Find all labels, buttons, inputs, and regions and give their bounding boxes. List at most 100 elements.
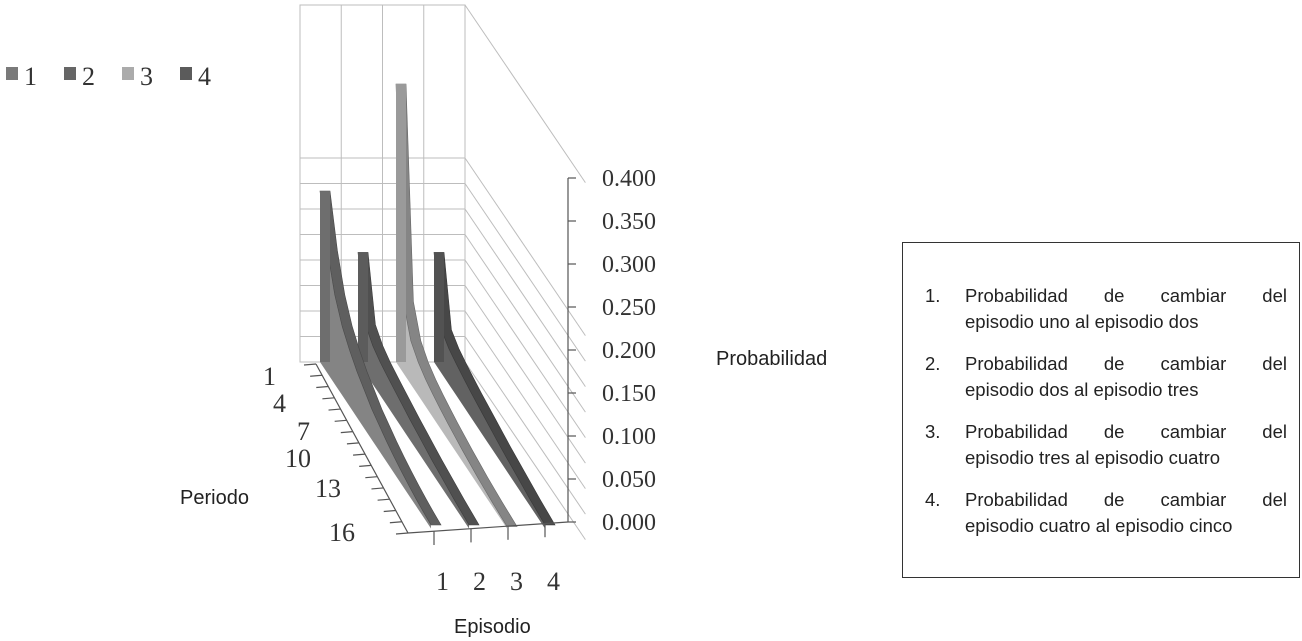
chart-axes: 0.000 0.050 0.100 0.150 0.200 0.250 0.300 0.350… (263, 166, 656, 596)
side-wall-line (464, 208, 586, 387)
period-tick (322, 397, 335, 400)
side-wall-top (464, 4, 586, 183)
side-wall-line (464, 259, 586, 438)
period-tick (316, 385, 329, 389)
series-ribbon-1 (319, 190, 442, 526)
description-word: de (1103, 285, 1125, 306)
description-item-line2: episodio tres al episodio cuatro (965, 447, 1221, 468)
legend-swatch-1 (6, 67, 18, 80)
series-cap-3 (396, 84, 406, 363)
period-tick (346, 442, 359, 445)
description-word: cambiar (1160, 285, 1227, 306)
z-tick-label: 0.150 (602, 381, 656, 407)
description-item: 4. Probabilidad de cambiar del episodio cuatr… (925, 487, 1287, 539)
series-1 (319, 190, 442, 529)
series-face-4 (434, 252, 545, 529)
series-ribbon-4 (433, 252, 556, 526)
description-box: 1. Probabilidad de cambiar del episodio uno a… (902, 242, 1300, 578)
description-word: Probabilidad (965, 353, 1068, 374)
period-tick (383, 509, 396, 513)
side-wall-line (464, 234, 586, 413)
series-ribbon-3 (395, 83, 518, 527)
z-tick-label: 0.350 (602, 209, 656, 235)
z-tick-label: 0.100 (602, 424, 656, 450)
side-wall-line (464, 157, 586, 336)
period-tick-label: 1 (263, 362, 276, 391)
legend-swatch-3 (122, 67, 134, 80)
description-item-number: 1. (925, 285, 941, 306)
period-tick (371, 487, 384, 490)
period-tick-label: 10 (285, 444, 311, 473)
description-item-line1: Probabilidad de cambiar del (965, 351, 1287, 377)
description-word: Probabilidad (965, 285, 1068, 306)
period-axis-line (315, 363, 409, 534)
description-word: de (1103, 353, 1125, 374)
series-2 (357, 252, 480, 529)
z-tick-label: 0.050 (602, 467, 656, 493)
x-axis-title: Episodio (454, 616, 531, 638)
description-word: del (1262, 421, 1287, 442)
series-layer (319, 83, 556, 529)
side-wall-line (464, 361, 586, 540)
description-word: Probabilidad (965, 489, 1068, 510)
period-tick (365, 476, 378, 479)
legend-label-1: 1 (24, 62, 37, 91)
description-word: de (1103, 489, 1125, 510)
description-word: cambiar (1160, 353, 1227, 374)
period-tick-label: 13 (315, 474, 341, 503)
side-wall-line (464, 336, 586, 515)
description-list: 1. Probabilidad de cambiar del episodio uno a… (925, 283, 1287, 555)
description-item: 3. Probabilidad de cambiar del episodio tres … (925, 419, 1287, 471)
period-tick-label: 7 (297, 417, 310, 446)
period-tick-label: 4 (273, 389, 286, 418)
description-item-number: 4. (925, 489, 941, 510)
period-tick (340, 431, 353, 434)
episode-tick-label: 2 (473, 567, 486, 596)
series-cap-4 (434, 252, 444, 362)
description-item-number: 3. (925, 421, 941, 442)
period-tick (328, 408, 341, 411)
z-tick-label: 0.000 (602, 510, 656, 536)
series-4 (433, 252, 556, 529)
episode-axis-line (407, 521, 569, 534)
z-tick-label: 0.400 (602, 166, 656, 192)
period-tick (377, 498, 390, 501)
period-tick-label: 16 (329, 518, 355, 547)
y-axis-title: Periodo (180, 487, 249, 509)
z-tick-label: 0.300 (602, 252, 656, 278)
series-3 (395, 83, 518, 529)
series-cap-2 (358, 252, 368, 362)
legend-label-2: 2 (82, 62, 95, 91)
period-tick (389, 521, 402, 524)
episode-tick-label: 3 (510, 567, 523, 596)
series-ribbon-2 (357, 252, 480, 526)
description-item-line1: Probabilidad de cambiar del (965, 283, 1287, 309)
z-tick-label: 0.200 (602, 338, 656, 364)
period-tick (353, 453, 366, 456)
chart-3d-area: 0.000 0.050 0.100 0.150 0.200 0.250 0.300 0.350… (6, 4, 827, 638)
period-tick (359, 464, 372, 467)
legend-label-3: 3 (140, 62, 153, 91)
chart-legend: 1 2 3 4 (6, 62, 211, 91)
period-tick (303, 363, 317, 366)
description-item-line1: Probabilidad de cambiar del (965, 419, 1287, 445)
series-cap-1 (320, 191, 330, 362)
description-word: del (1262, 489, 1287, 510)
side-wall-line (464, 285, 586, 464)
side-wall-line (464, 183, 586, 362)
side-wall-line (464, 310, 586, 489)
series-face-1 (320, 191, 431, 529)
description-item-number: 2. (925, 353, 941, 374)
description-word: de (1103, 421, 1125, 442)
series-face-3 (396, 84, 507, 529)
legend-swatch-4 (180, 67, 192, 80)
description-word: cambiar (1160, 489, 1227, 510)
description-word: del (1262, 353, 1287, 374)
legend-label-4: 4 (198, 62, 211, 91)
description-word: Probabilidad (965, 421, 1068, 442)
description-item: 1. Probabilidad de cambiar del episodio uno a… (925, 283, 1287, 335)
episode-tick-label: 4 (547, 567, 560, 596)
description-item-line1: Probabilidad de cambiar del (965, 487, 1287, 513)
description-item-line2: episodio dos al episodio tres (965, 379, 1199, 400)
z-tick-label: 0.250 (602, 295, 656, 321)
